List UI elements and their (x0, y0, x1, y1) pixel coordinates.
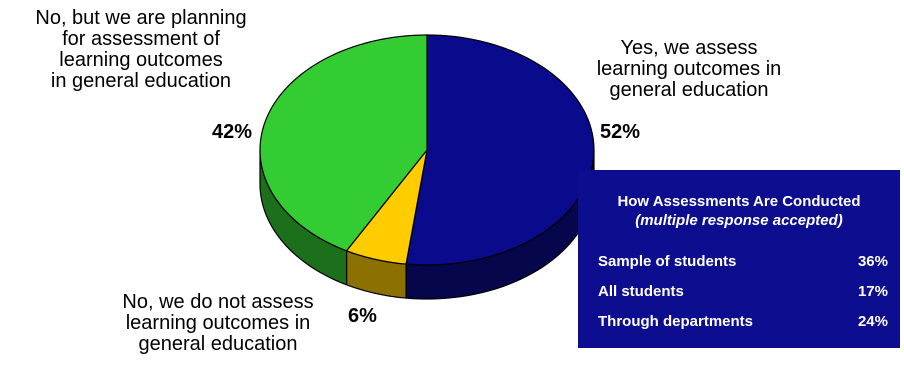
row-value: 17% (857, 283, 888, 300)
box-subtitle: (multiple response accepted) (635, 212, 843, 229)
row-value: 36% (857, 253, 888, 270)
box-row: Sample of students 36% (598, 253, 888, 273)
data-label-planning: 42% (212, 121, 253, 143)
box-title: How Assessments Are Conducted (617, 193, 861, 210)
row-label: All students (598, 283, 684, 300)
assessment-method-box: How Assessments Are Conducted (multiple … (578, 170, 900, 348)
slice-label-yes: Yes, we assess learning outcomes in gene… (596, 37, 782, 101)
row-value: 24% (857, 313, 888, 330)
row-label: Sample of students (598, 253, 737, 270)
box-row: All students 17% (598, 283, 888, 303)
slice-label-no: No, we do not assess learning outcomes i… (122, 291, 314, 355)
slice-planning (259, 34, 428, 252)
data-label-yes: 52% (600, 121, 641, 143)
slice-no (345, 149, 428, 265)
box-row: Through departments 24% (598, 313, 888, 333)
data-label-no: 6% (348, 305, 377, 327)
row-label: Through departments (598, 313, 754, 330)
slice-yes (405, 34, 595, 266)
slice-label-planning: No, but we are planning for assessment o… (35, 7, 247, 92)
